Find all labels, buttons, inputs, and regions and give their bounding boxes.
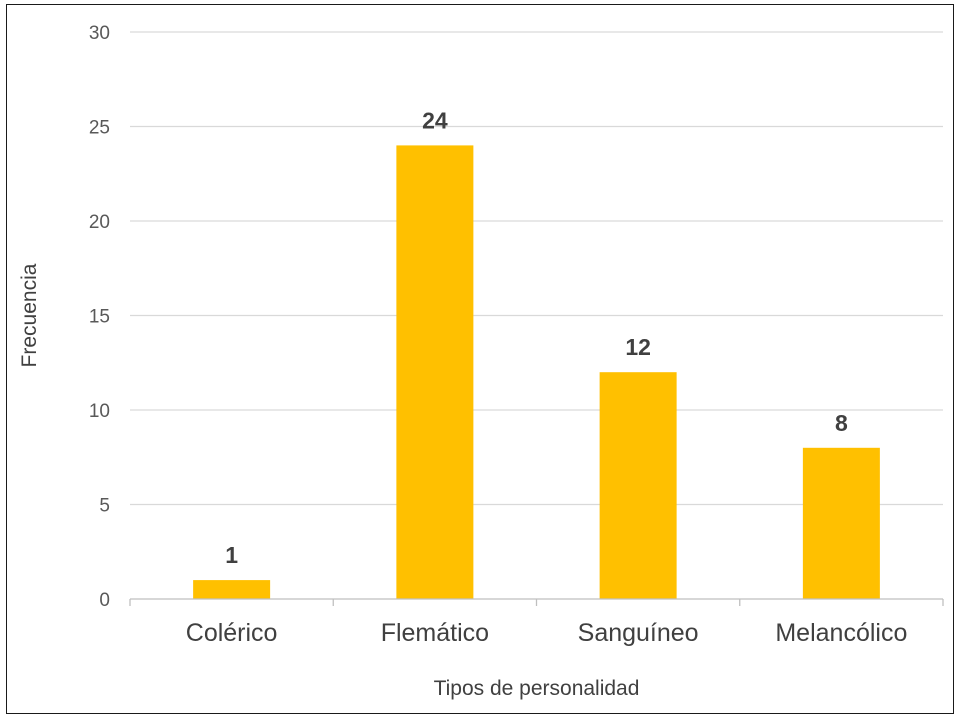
y-tick-label-30: 30 bbox=[89, 23, 110, 44]
y-tick-label-20: 20 bbox=[89, 212, 110, 233]
data-label-0: 1 bbox=[225, 542, 238, 568]
gridlines bbox=[130, 31, 943, 506]
labels: 0 5 10 15 20 25 30 1 Colérico 24 Flemático 12 Sanguí… bbox=[89, 23, 908, 647]
y-axis-title: Frecuencia bbox=[18, 263, 41, 367]
y-tick-label-5: 5 bbox=[99, 496, 110, 517]
category-label-3: Melancólico bbox=[775, 619, 907, 647]
category-label-2: Sanguíneo bbox=[578, 619, 699, 647]
bar-3 bbox=[802, 447, 880, 599]
bar-1 bbox=[396, 145, 474, 599]
data-label-1: 24 bbox=[422, 107, 448, 133]
axes bbox=[129, 598, 944, 606]
bar-2 bbox=[599, 372, 677, 599]
chart-frame: 0 5 10 15 20 25 30 1 Colérico 24 Flemático 12 Sanguí… bbox=[6, 4, 954, 714]
category-label-1: Flemático bbox=[381, 619, 489, 647]
y-tick-label-0: 0 bbox=[99, 590, 110, 611]
bars bbox=[193, 145, 880, 599]
y-tick-label-10: 10 bbox=[89, 401, 110, 422]
y-tick-label-15: 15 bbox=[89, 307, 110, 328]
data-label-3: 8 bbox=[835, 410, 848, 436]
category-label-0: Colérico bbox=[186, 619, 278, 647]
bar-chart: 0 5 10 15 20 25 30 1 Colérico 24 Flemático 12 Sanguí… bbox=[18, 23, 944, 700]
data-label-2: 12 bbox=[625, 334, 651, 360]
y-tick-label-25: 25 bbox=[89, 118, 110, 139]
bar-0 bbox=[193, 580, 271, 599]
x-axis-title: Tipos de personalidad bbox=[434, 677, 640, 700]
